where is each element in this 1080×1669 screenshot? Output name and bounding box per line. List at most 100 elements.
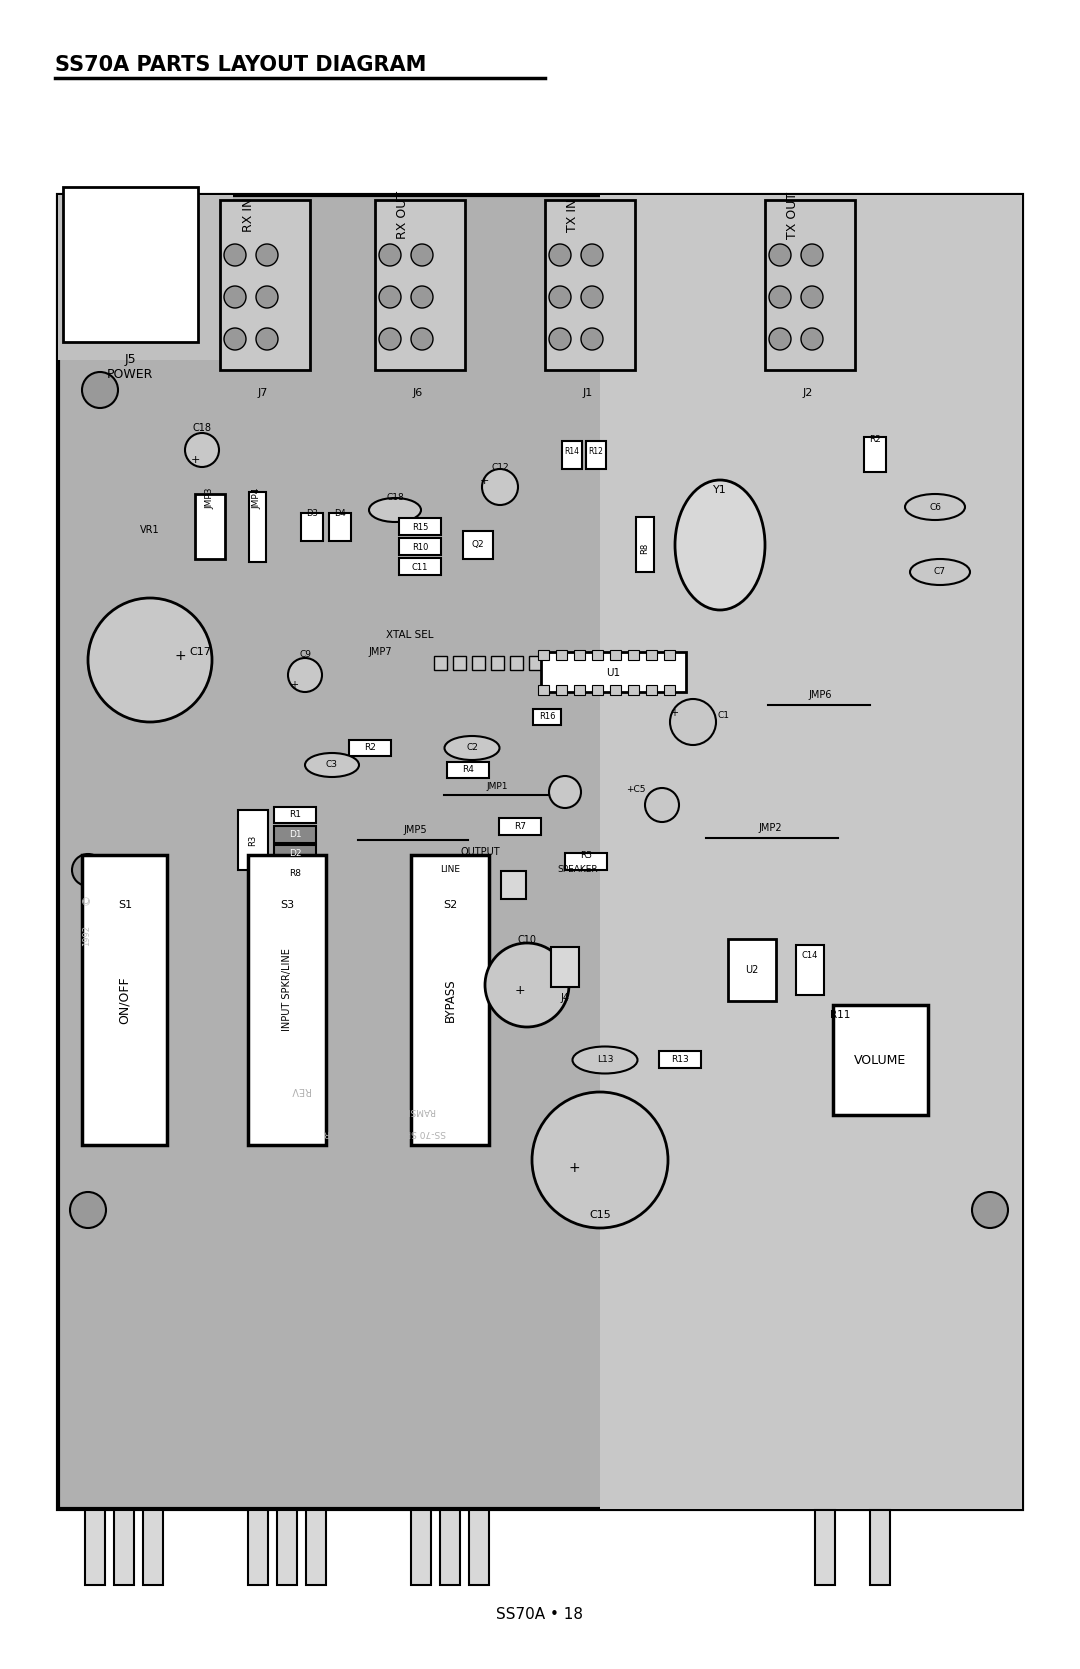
Bar [274,846,316,863]
Circle shape [256,285,278,309]
Text: R5: R5 [580,851,592,861]
Bar [349,739,391,756]
Bar [538,649,549,659]
Bar [195,494,225,559]
Bar [440,1509,460,1584]
Text: R10: R10 [411,542,428,551]
Text: R13: R13 [671,1055,689,1065]
Ellipse shape [572,1046,637,1073]
Bar [329,512,351,541]
Text: R2: R2 [869,434,881,444]
Text: +: + [190,456,200,466]
Circle shape [482,469,518,506]
Text: ON/OFF: ON/OFF [118,976,131,1023]
Text: J5: J5 [124,354,136,367]
Text: JMP5: JMP5 [403,824,427,834]
Text: JMP6: JMP6 [808,689,832,699]
Ellipse shape [305,753,359,778]
Bar [411,855,489,1145]
Text: C1: C1 [717,711,729,721]
Text: RAMSEY ELECTRONICS: RAMSEY ELECTRONICS [334,1105,436,1115]
Bar [220,200,310,371]
Text: SS-70 SPEECH SCRAMBLER: SS-70 SPEECH SCRAMBLER [324,1128,446,1137]
Bar [472,656,485,669]
Text: JMP2: JMP2 [758,823,782,833]
Text: VR1: VR1 [140,526,160,536]
Circle shape [485,943,569,1026]
Text: C7: C7 [934,567,946,576]
Circle shape [288,658,322,693]
Circle shape [256,329,278,350]
Circle shape [87,598,212,723]
Bar [274,866,316,881]
Circle shape [549,285,571,309]
Bar [463,531,492,559]
Bar [551,946,579,986]
Text: R7: R7 [514,823,526,831]
Circle shape [379,285,401,309]
Text: RX IN: RX IN [242,199,255,232]
Text: U1: U1 [606,668,620,678]
Text: R8: R8 [289,870,301,878]
Bar [562,441,582,469]
Text: +: + [174,649,186,663]
Text: L13: L13 [597,1055,613,1065]
Circle shape [769,244,791,265]
Bar [870,1509,890,1584]
Circle shape [72,855,104,886]
Text: C12: C12 [491,464,509,472]
Text: +: + [291,679,298,689]
Text: VOLUME: VOLUME [854,1053,906,1066]
Text: +: + [670,708,678,718]
Bar [663,684,675,694]
Bar [499,818,541,836]
Text: C15: C15 [589,1210,611,1220]
Bar [143,1509,163,1584]
Circle shape [411,244,433,265]
Ellipse shape [675,481,765,609]
Bar [399,519,441,536]
Bar [274,808,316,823]
Bar [306,1509,326,1584]
Text: C18: C18 [387,492,404,501]
Circle shape [224,329,246,350]
Bar [528,656,541,669]
Bar [63,187,198,342]
Bar [765,200,855,371]
Text: +C5: +C5 [626,786,646,794]
Text: +: + [515,983,525,996]
Ellipse shape [905,494,966,521]
Text: C3: C3 [326,761,338,769]
Text: Y1: Y1 [713,486,727,496]
Bar [573,684,584,694]
Text: J1: J1 [583,387,593,397]
Text: C17: C17 [189,648,211,658]
Circle shape [549,329,571,350]
Circle shape [801,244,823,265]
Text: JMP4: JMP4 [253,487,261,509]
Circle shape [532,1092,669,1228]
Bar [375,200,465,371]
Circle shape [581,244,603,265]
Bar [469,1509,489,1584]
Ellipse shape [910,559,970,586]
Text: 1992: 1992 [82,925,92,946]
Bar [500,871,526,900]
Bar [534,709,561,724]
Text: REV: REV [291,1085,310,1095]
Bar [453,656,465,669]
Bar [728,940,777,1001]
Text: S1: S1 [118,900,132,910]
Text: D3: D3 [306,509,318,517]
Circle shape [82,222,118,259]
Bar [609,684,621,694]
Bar [540,653,686,693]
Text: ©: © [82,895,92,906]
Text: SS70A • 18: SS70A • 18 [497,1607,583,1622]
Circle shape [411,285,433,309]
Text: +: + [480,476,488,486]
Circle shape [256,244,278,265]
Text: D1: D1 [288,831,301,840]
Text: C6: C6 [929,502,941,511]
Circle shape [581,329,603,350]
